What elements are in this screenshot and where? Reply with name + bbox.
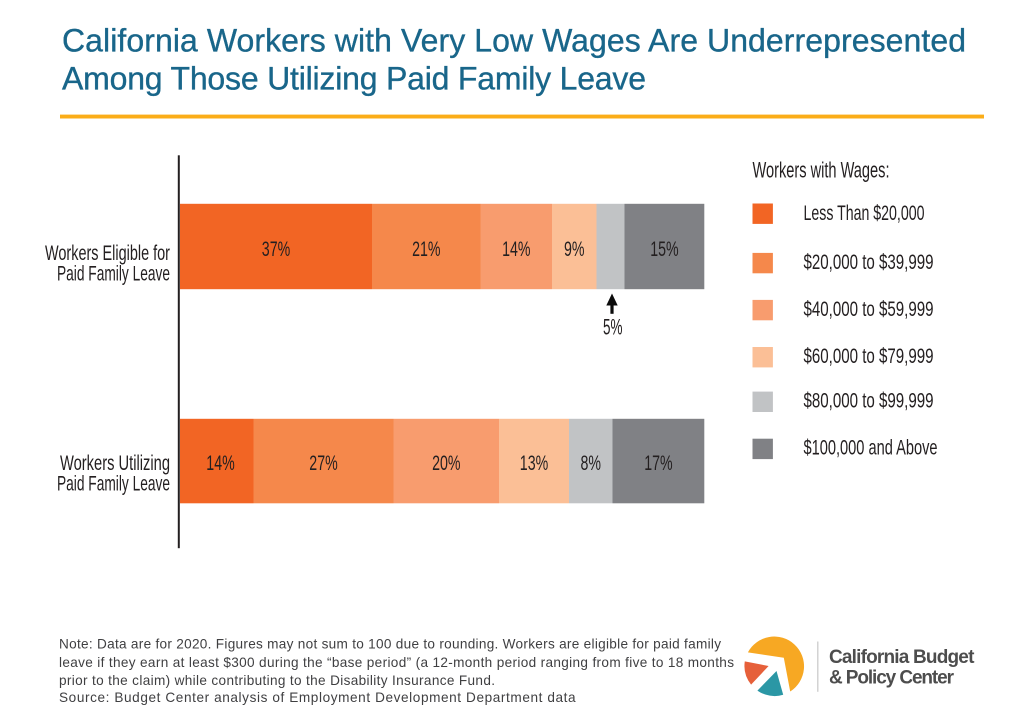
svg-text:Paid Family Leave: Paid Family Leave [57, 262, 170, 285]
svg-text:27%: 27% [309, 452, 337, 475]
svg-text:21%: 21% [412, 238, 440, 261]
svg-text:California Budget: California Budget [829, 647, 975, 668]
svg-text:Less Than $20,000: Less Than $20,000 [804, 202, 925, 225]
svg-text:$100,000 and Above: $100,000 and Above [804, 437, 938, 460]
svg-text:Workers with Wages:: Workers with Wages: [753, 157, 890, 182]
svg-text:20%: 20% [432, 452, 460, 475]
svg-text:9%: 9% [564, 238, 585, 261]
svg-text:leave if they earn at least $3: leave if they earn at least $300 during … [59, 655, 734, 670]
svg-text:14%: 14% [502, 238, 530, 261]
svg-text:14%: 14% [206, 452, 234, 475]
svg-text:Source: Budget Center analysis: Source: Budget Center analysis of Employ… [59, 690, 576, 705]
svg-text:prior to the claim) while cont: prior to the claim) while contributing t… [59, 673, 495, 688]
svg-text:Note: Data are for 2020. Figur: Note: Data are for 2020. Figures may not… [59, 637, 721, 652]
svg-text:$20,000 to $39,999: $20,000 to $39,999 [804, 251, 934, 274]
svg-text:$80,000 to $99,999: $80,000 to $99,999 [804, 390, 934, 413]
svg-text:8%: 8% [581, 452, 602, 475]
svg-text:California Workers with Very L: California Workers with Very Low Wages A… [62, 23, 966, 59]
svg-text:Among Those Utilizing Paid Fam: Among Those Utilizing Paid Family Leave [62, 61, 646, 97]
svg-text:$40,000 to $59,999: $40,000 to $59,999 [804, 298, 934, 321]
svg-text:15%: 15% [650, 238, 678, 261]
svg-text:Workers Eligible for: Workers Eligible for [45, 242, 170, 265]
svg-text:Paid Family Leave: Paid Family Leave [57, 472, 170, 495]
svg-text:& Policy Center: & Policy Center [829, 668, 955, 689]
svg-text:37%: 37% [262, 238, 290, 261]
svg-text:$60,000 to $79,999: $60,000 to $79,999 [804, 345, 934, 368]
svg-text:Workers Utilizing: Workers Utilizing [60, 452, 170, 475]
svg-text:5%: 5% [603, 314, 623, 339]
svg-text:17%: 17% [644, 452, 672, 475]
svg-text:13%: 13% [520, 452, 548, 475]
